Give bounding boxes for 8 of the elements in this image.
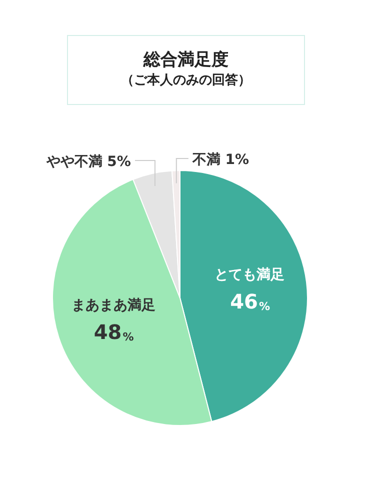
slice-label: まあまあ満足 bbox=[71, 297, 156, 314]
chart-title: 総合満足度 bbox=[144, 49, 228, 71]
chart-subtitle: （ご本人のみの回答） bbox=[121, 72, 251, 90]
slice-label: とても満足 bbox=[214, 266, 285, 283]
slice-label: 不満 1% bbox=[191, 152, 250, 168]
data-label: 46% bbox=[230, 289, 270, 314]
slice-label: やや不満 5% bbox=[45, 154, 131, 170]
data-label: 48% bbox=[94, 320, 134, 344]
